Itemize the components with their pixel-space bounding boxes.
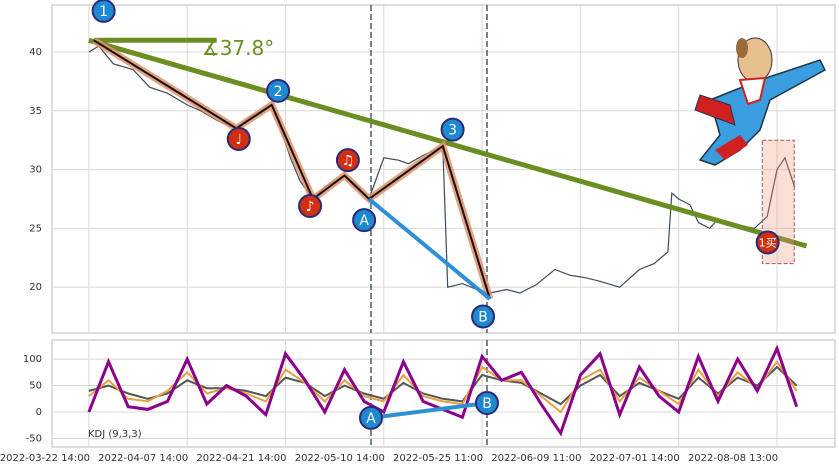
x-tick-label: 2022-08-08 13:00 [688,453,778,464]
x-tick-label: 2022-03-22 14:00 [0,453,90,464]
marker-label: B [482,396,492,412]
kdj-title: KDJ (9,3,3) [88,429,142,440]
y-tick-label: 35 [29,106,42,117]
y-tick-label: 25 [29,223,42,234]
marker-label: ♩ [235,132,242,148]
hero-illustration [694,37,826,166]
marker-label: 1 [99,4,108,20]
marker-label: A [366,411,376,427]
marker-label: 2 [274,84,283,100]
marker-label: 3 [448,123,457,139]
x-tick-label: 2022-05-10 14:00 [295,453,385,464]
ab-line [367,197,492,301]
y-tick-label: 40 [29,47,42,58]
y-tick-label: 50 [29,381,42,392]
angle-label: ∡37.8° [202,36,274,60]
x-tick-label: 2022-04-21 14:00 [196,453,286,464]
y-tick-label: 100 [23,354,42,365]
x-tick-label: 2022-05-25 11:00 [393,453,483,464]
trend-line [88,37,808,249]
marker-label: B [478,310,488,326]
kdj-line [88,359,798,414]
y-tick-label: 20 [29,282,42,293]
marker [352,208,377,233]
marker [298,194,323,219]
marker [91,0,116,23]
marker [755,230,780,255]
x-tick-label: 2022-07-01 14:00 [590,453,680,464]
marker-label: ♪ [306,199,315,215]
marker [475,391,499,416]
x-tick-label: 2022-06-09 11:00 [491,453,581,464]
wave-line [93,39,491,300]
marker-label: A [359,213,369,229]
x-tick-label: 2022-04-07 14:00 [98,453,188,464]
y-tick-label: 0 [36,407,42,418]
marker [335,148,360,173]
marker [226,127,251,152]
kdj-panel [51,339,836,448]
marker-label: 1买 [759,236,777,249]
marker [440,117,465,142]
ab-line [370,401,488,420]
y-tick-label: 30 [29,165,42,176]
marker [359,405,383,430]
marker-label: ♫ [342,153,355,169]
kdj-line [88,365,798,406]
marker [471,304,496,329]
marker [266,78,291,103]
y-tick-label: -50 [26,434,42,445]
